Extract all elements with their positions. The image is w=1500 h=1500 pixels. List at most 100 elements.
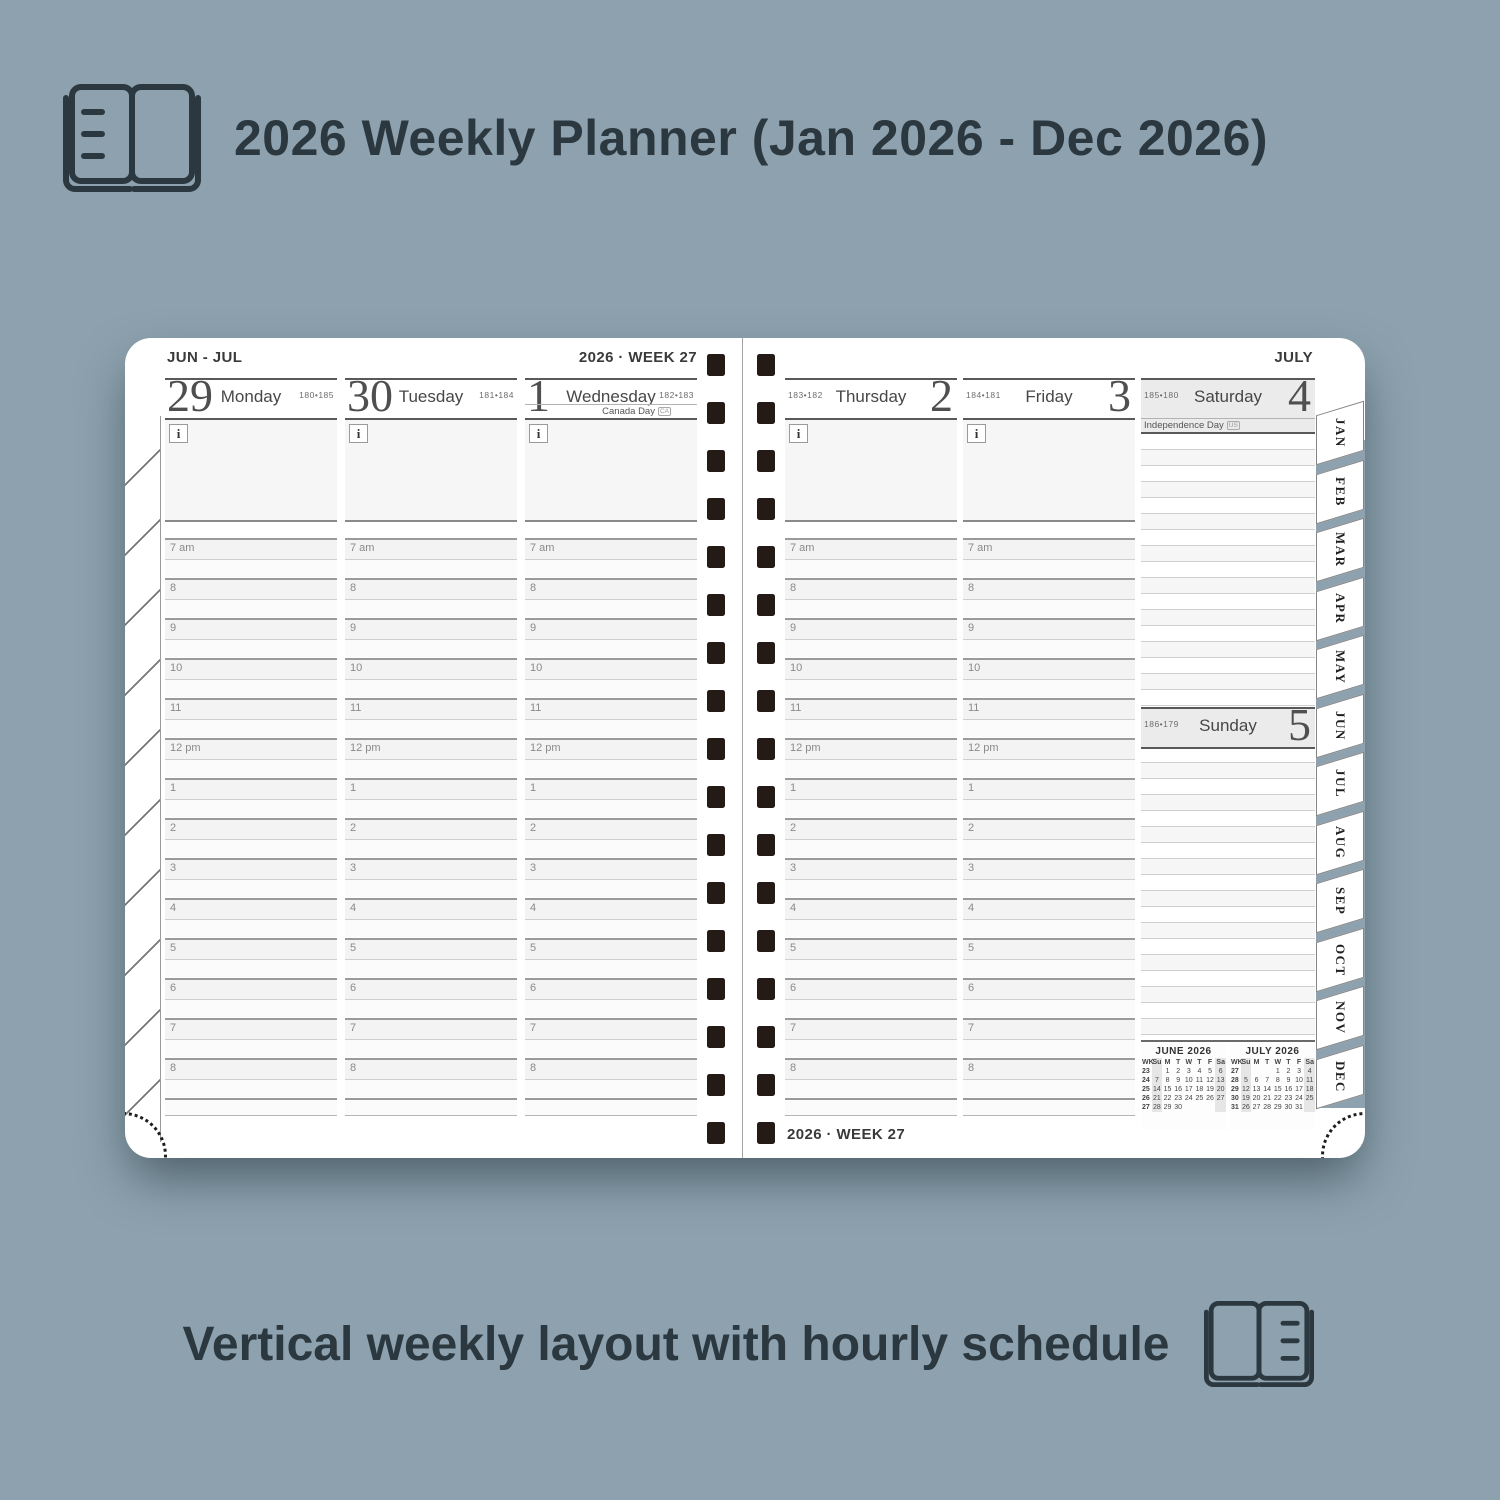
hour-grid-tail bbox=[525, 1098, 697, 1116]
hour-row: 10 bbox=[165, 658, 337, 698]
mini-calendar-grid: WK Su M T W T F Sa 23 1 2 3 4 5 6 24 7 8 9 10 11 12 13 25 14 15 16… bbox=[1141, 1058, 1226, 1112]
day-number: 30 bbox=[347, 370, 393, 421]
hour-label: 10 bbox=[165, 660, 337, 680]
hour-row: 4 bbox=[345, 898, 517, 938]
hour-row: 5 bbox=[165, 938, 337, 978]
hour-label: 10 bbox=[525, 660, 697, 680]
ruled-line bbox=[1141, 1003, 1315, 1019]
day-name: Saturday bbox=[1193, 387, 1263, 406]
binding-hole bbox=[707, 978, 725, 1000]
half-hour-space bbox=[525, 920, 697, 937]
sunday-notes-lines bbox=[1141, 747, 1315, 1035]
hour-label: 6 bbox=[963, 980, 1135, 1000]
date-cell: 19 bbox=[1206, 1086, 1214, 1093]
date-cell: 13 bbox=[1215, 1076, 1226, 1085]
hour-label: 11 bbox=[345, 700, 517, 720]
mini-calendar-weekday: M bbox=[1253, 1059, 1260, 1066]
hour-label: 7 am bbox=[165, 540, 337, 560]
hour-label: 3 bbox=[525, 860, 697, 880]
half-hour-space bbox=[785, 560, 957, 577]
date-cell: 20 bbox=[1215, 1085, 1226, 1094]
mini-calendar-weekday: WK bbox=[1142, 1059, 1154, 1066]
half-hour-space bbox=[525, 960, 697, 977]
binding-hole bbox=[757, 690, 775, 712]
hour-label: 3 bbox=[963, 860, 1135, 880]
info-icon: i bbox=[529, 424, 548, 443]
half-hour-space bbox=[345, 1040, 517, 1057]
date-cell: 22 bbox=[1163, 1095, 1172, 1102]
binding-hole bbox=[757, 498, 775, 520]
hour-label: 1 bbox=[165, 780, 337, 800]
hour-row: 3 bbox=[963, 858, 1135, 898]
half-hour-space bbox=[963, 1080, 1135, 1097]
mini-calendar-week-row: 28 5 6 7 8 9 10 11 bbox=[1230, 1076, 1315, 1085]
mini-calendar-weekday: F bbox=[1296, 1059, 1302, 1066]
day-header: 30 Tuesday 181•184 bbox=[345, 373, 517, 420]
hour-row: 4 bbox=[963, 898, 1135, 938]
hour-row: 2 bbox=[963, 818, 1135, 858]
binding-hole bbox=[707, 546, 725, 568]
day-header: 4 Saturday 185•180 Independence Day US bbox=[1141, 373, 1315, 434]
half-hour-space bbox=[785, 960, 957, 977]
hour-row: 1 bbox=[963, 778, 1135, 818]
date-cell: 7 bbox=[1151, 1076, 1163, 1085]
hour-label: 7 am bbox=[963, 540, 1135, 560]
half-hour-space bbox=[963, 720, 1135, 737]
hour-label: 5 bbox=[963, 940, 1135, 960]
mini-calendar-week-row: 29 12 13 14 15 16 17 18 bbox=[1230, 1085, 1315, 1094]
ruled-line bbox=[1141, 514, 1315, 530]
date-cell: 1 bbox=[1165, 1068, 1170, 1075]
ruled-line bbox=[1141, 658, 1315, 674]
ruled-line bbox=[1141, 747, 1315, 763]
hour-row: 6 bbox=[963, 978, 1135, 1018]
date-cell: 13 bbox=[1252, 1086, 1261, 1093]
month-label: JULY bbox=[1274, 349, 1313, 366]
half-hour-space bbox=[963, 960, 1135, 977]
date-cell: 16 bbox=[1174, 1086, 1183, 1093]
ruled-line bbox=[1141, 578, 1315, 594]
half-hour-space bbox=[165, 720, 337, 737]
day-of-year: 182•183 bbox=[659, 390, 694, 400]
binding-hole bbox=[757, 978, 775, 1000]
ruled-line bbox=[1141, 450, 1315, 466]
hour-row: 8 bbox=[345, 1058, 517, 1098]
half-hour-space bbox=[785, 720, 957, 737]
half-hour-space bbox=[165, 600, 337, 617]
hour-row: 1 bbox=[785, 778, 957, 818]
half-hour-space bbox=[785, 1000, 957, 1017]
date-cell bbox=[1240, 1067, 1252, 1076]
hour-row: 12 pm bbox=[525, 738, 697, 778]
day-header: 29 Monday 180•185 bbox=[165, 373, 337, 420]
date-cell: 27 bbox=[1252, 1104, 1261, 1111]
date-cell bbox=[1205, 1103, 1216, 1112]
date-cell: 3 bbox=[1297, 1068, 1302, 1075]
hour-row: 9 bbox=[785, 618, 957, 658]
hour-row: 7 bbox=[963, 1018, 1135, 1058]
hour-label: 5 bbox=[165, 940, 337, 960]
mini-calendar-week-row: 30 19 20 21 22 23 24 25 bbox=[1230, 1094, 1315, 1103]
day-column: 29 Monday 180•185 i 7 am 8 9 10 11 12 pm 1 2 3 4 5 6 7 8 bbox=[165, 373, 337, 1148]
week-number: 29 bbox=[1231, 1086, 1239, 1093]
hour-row: 5 bbox=[525, 938, 697, 978]
notes-area: i bbox=[785, 420, 957, 522]
hour-label: 12 pm bbox=[165, 740, 337, 760]
month-tab-label: MAY bbox=[1333, 649, 1348, 685]
hour-row: 10 bbox=[963, 658, 1135, 698]
hour-row: 8 bbox=[785, 1058, 957, 1098]
ruled-line bbox=[1141, 955, 1315, 971]
ruled-line bbox=[1141, 939, 1315, 955]
binding-hole bbox=[757, 738, 775, 760]
day-header: 3 Friday 184•181 bbox=[963, 373, 1135, 420]
binding-hole bbox=[707, 738, 725, 760]
mini-calendar-header-row: WK Su M T W T F Sa bbox=[1230, 1058, 1315, 1067]
mini-calendar-week-row: 23 1 2 3 4 5 6 bbox=[1141, 1067, 1226, 1076]
info-icon: i bbox=[789, 424, 808, 443]
ruled-line bbox=[1141, 779, 1315, 795]
hour-label: 11 bbox=[963, 700, 1135, 720]
half-hour-space bbox=[785, 840, 957, 857]
date-cell: 14 bbox=[1151, 1085, 1163, 1094]
date-cell: 24 bbox=[1295, 1095, 1303, 1102]
hour-row: 7 am bbox=[525, 538, 697, 578]
date-cell: 18 bbox=[1304, 1085, 1315, 1094]
date-cell: 10 bbox=[1184, 1077, 1193, 1084]
